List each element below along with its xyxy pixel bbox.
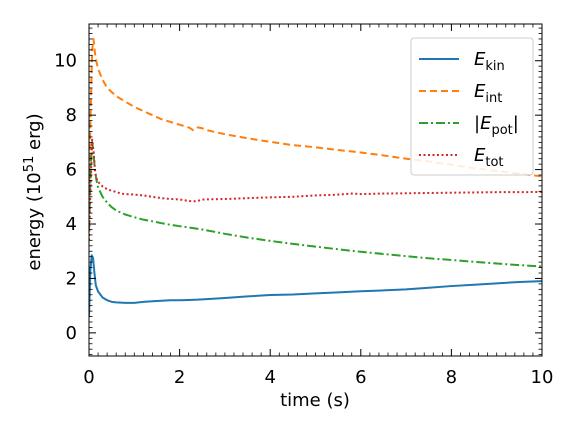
y-axis-label: energy (1051 erg) — [22, 113, 45, 270]
legend: Ekin Eint |Epot| Etot — [410, 37, 534, 176]
series-line-ekin — [89, 254, 542, 317]
y-tick-label: 4 — [66, 214, 77, 235]
tick-labels: 0 2 4 6 8 10 0 2 4 6 8 10 — [54, 51, 553, 388]
series-line-eint — [89, 37, 542, 184]
x-tick-label: 8 — [446, 367, 457, 388]
series-layer — [89, 37, 542, 317]
legend-label-ekin: Ekin — [474, 49, 505, 74]
y-tick-label: 6 — [66, 160, 77, 181]
x-tick-label: 0 — [83, 367, 94, 388]
ticks-layer — [88, 24, 543, 356]
x-axis-label: time (s) — [280, 390, 350, 411]
y-tick-label: 0 — [66, 323, 77, 344]
legend-label-eint: Eint — [474, 81, 502, 106]
series-line-etot — [89, 138, 542, 241]
y-axis-label-exponent: 51 — [22, 156, 37, 173]
legend-box — [410, 37, 534, 176]
series-line-epot — [89, 141, 542, 268]
x-tick-label: 10 — [531, 367, 554, 388]
x-tick-label: 6 — [355, 367, 366, 388]
y-tick-label: 8 — [66, 105, 77, 126]
legend-label-etot: Etot — [474, 145, 504, 170]
x-tick-label: 4 — [264, 367, 275, 388]
y-axis-label-main: energy (10 — [24, 172, 45, 270]
y-tick-label: 10 — [54, 51, 77, 72]
y-axis-label-unit: erg) — [24, 113, 45, 155]
y-tick-label: 2 — [66, 268, 77, 289]
x-tick-label: 2 — [174, 367, 185, 388]
legend-label-epot: |Epot| — [474, 113, 519, 138]
